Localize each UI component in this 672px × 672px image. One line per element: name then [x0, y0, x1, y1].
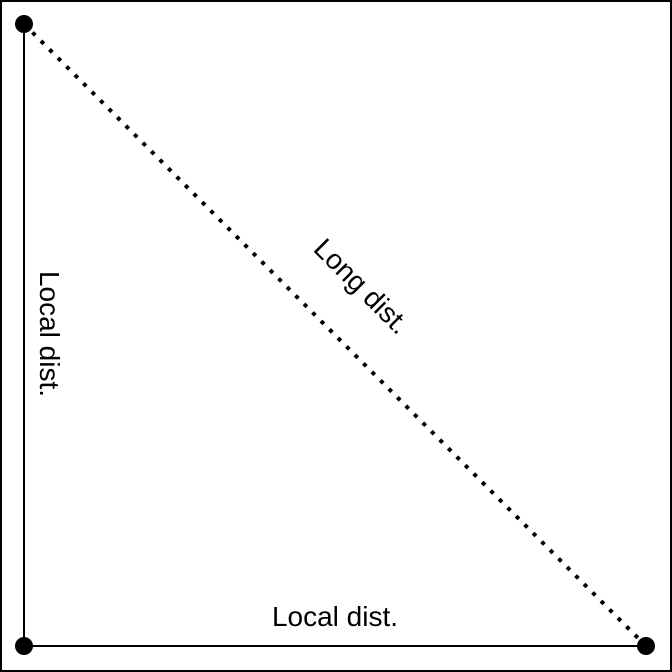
node-bottom-left [15, 637, 33, 655]
node-top-left [15, 15, 33, 33]
horizontal-edge-label: Local dist. [272, 601, 398, 632]
vertical-edge-label: Local dist. [34, 271, 65, 397]
diagonal-edge-line [22, 22, 648, 648]
node-bottom-right [637, 637, 655, 655]
